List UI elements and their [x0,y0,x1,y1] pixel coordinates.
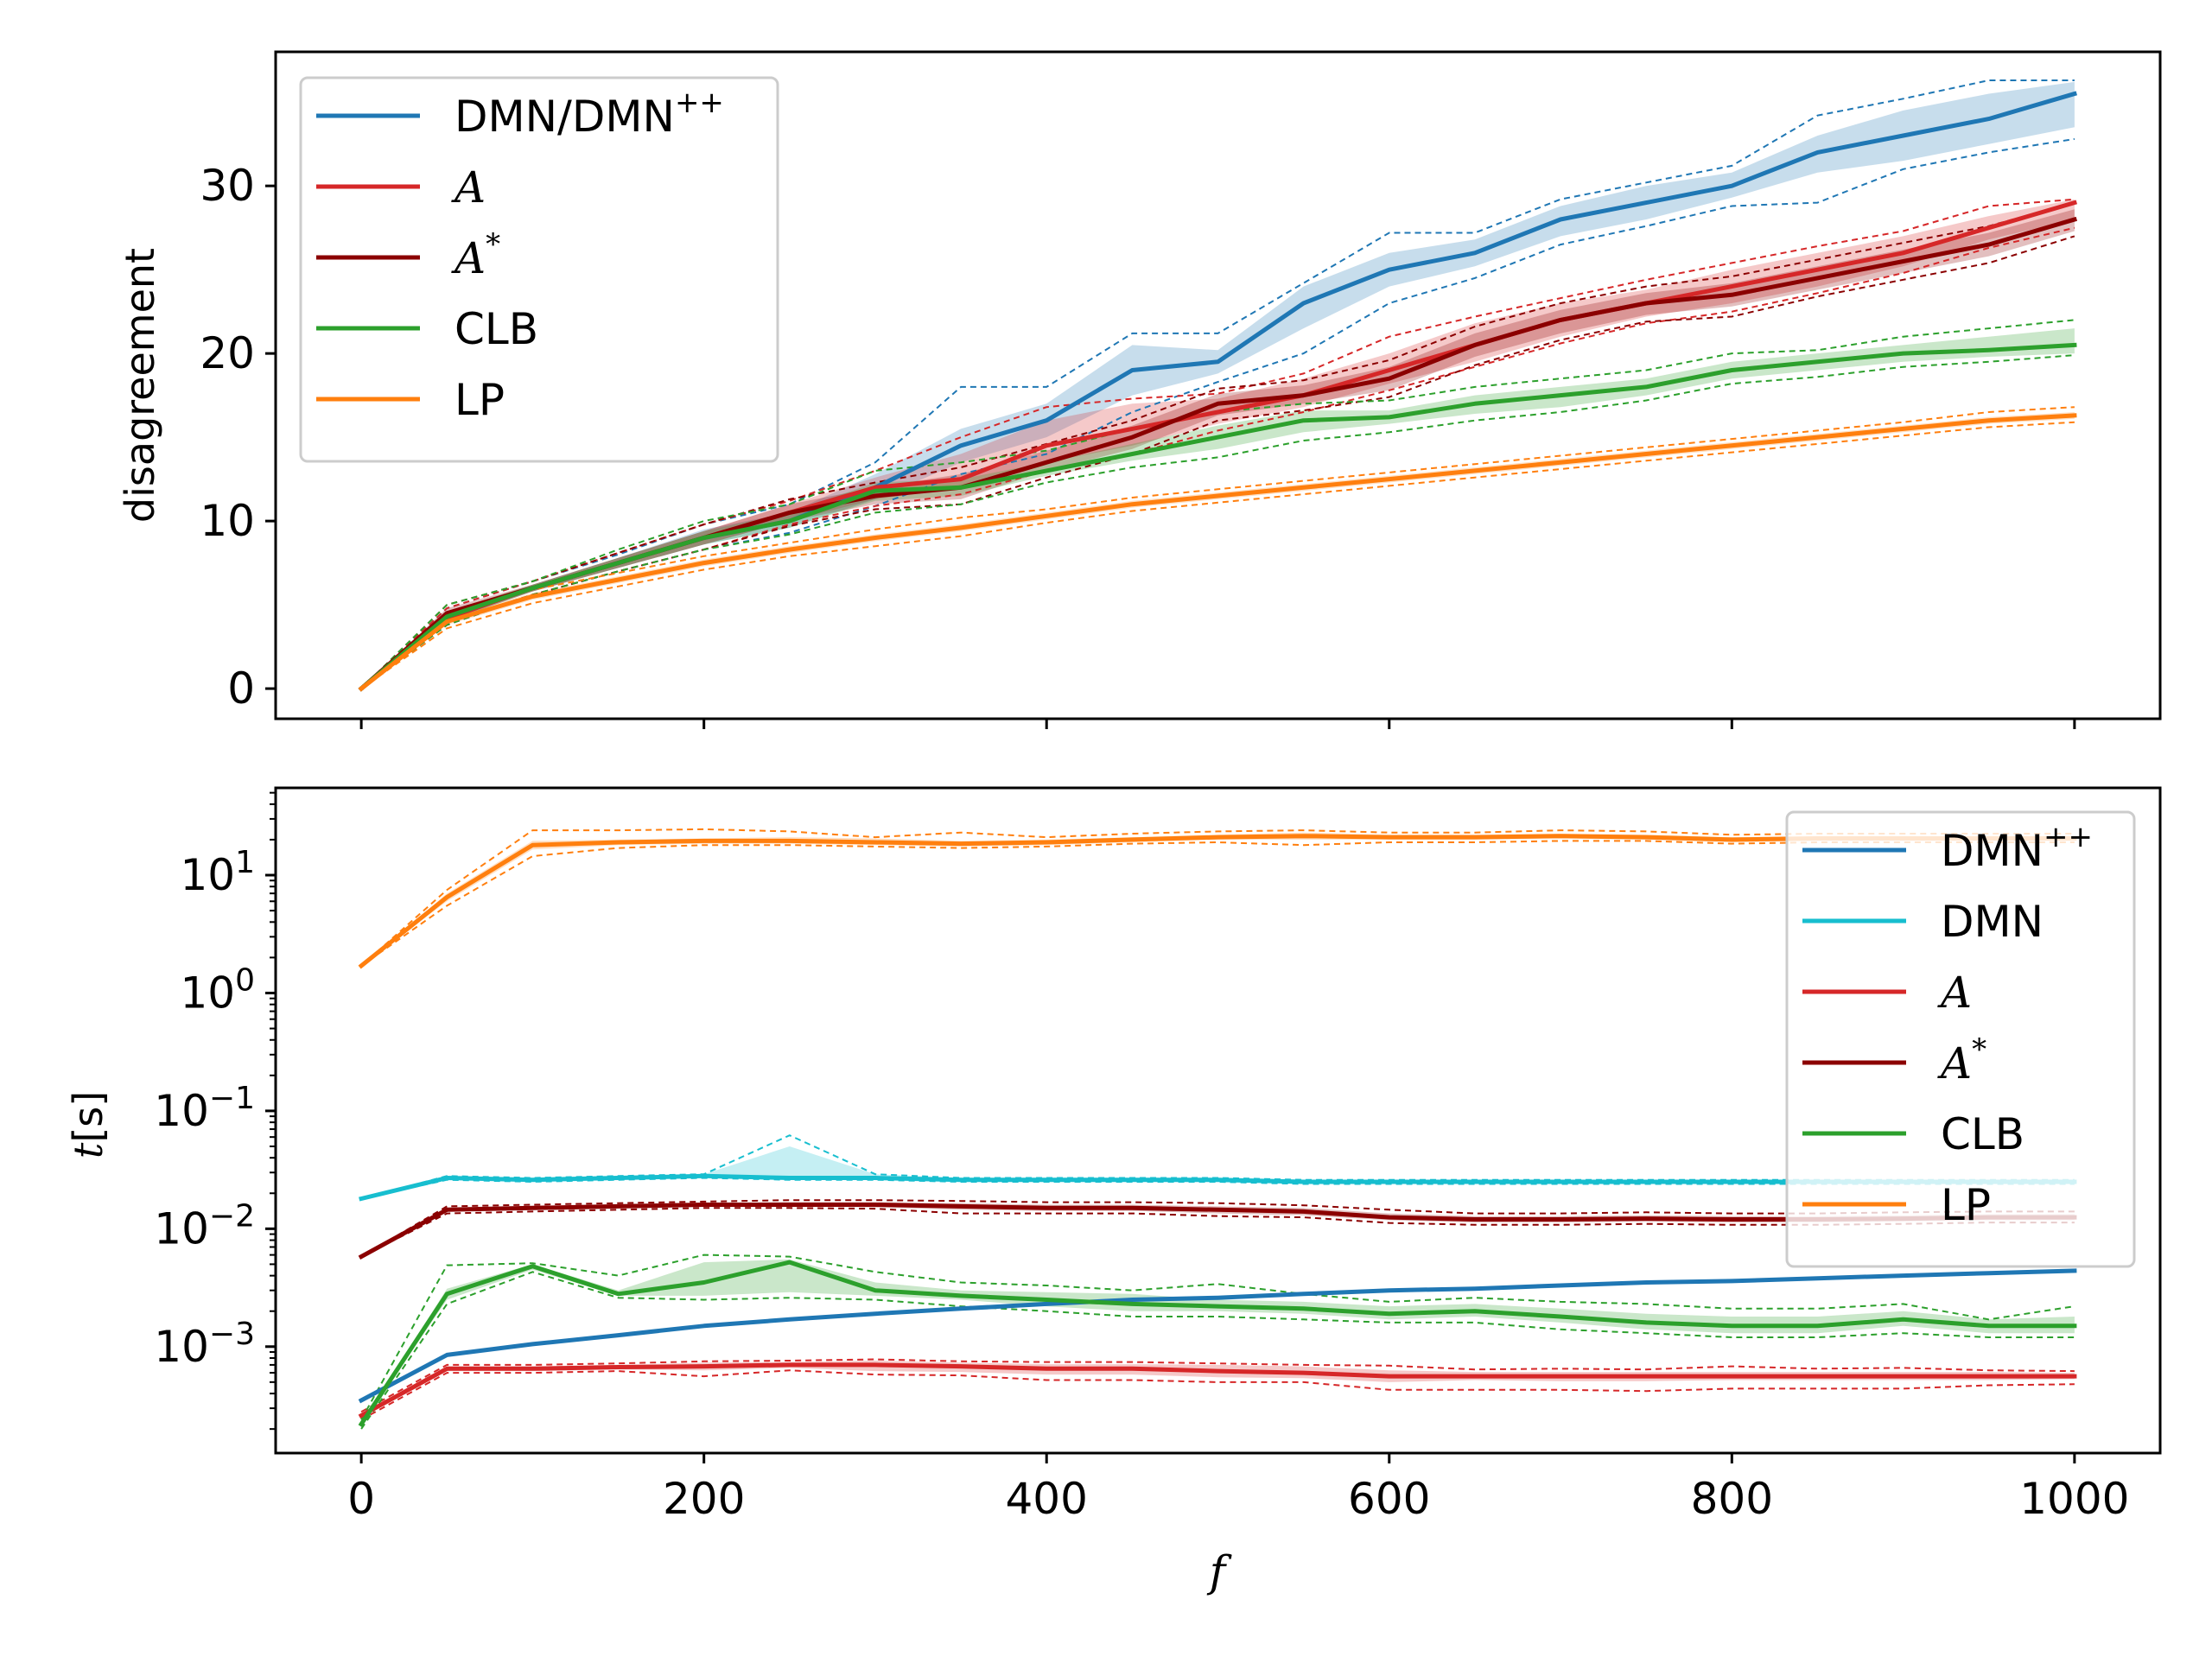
legend-label-dmn-dmn-0: DMN/DMN++ [454,86,724,142]
y-tick-label-4: 101 [180,845,255,900]
legend-label-clb-3: CLB [454,304,538,354]
y-tick-label-1: 10−2 [154,1198,255,1254]
legend-box [1785,810,2136,1268]
legend-label-a-2: A* [451,227,500,283]
bottom-plot-frame [274,786,2162,1455]
legend-label-lp-5: LP [1941,1180,1991,1230]
bottom-series-lines [358,834,2077,1427]
y-tick-label-3: 100 [180,962,255,1018]
y-label-italic: t [65,1142,111,1158]
band-a-1 [361,199,2075,689]
top-series-lines [358,91,2078,692]
bottom-legend: DMN++ DMN A A* CLB LP [1785,810,2136,1268]
legend-label-dmn-0: DMN++ [1941,820,2093,876]
top-legend: DMN/DMN++ A A* CLB LP [299,76,779,463]
legend-label-a-1: A [451,162,486,213]
band-a-2 [361,209,2075,689]
x-tick-label-200: 200 [663,1474,745,1524]
bottom-axis-ticks: 0 200 400 600 800 1000 10−3 10−2 10−1 100 101 [154,791,2129,1524]
x-tick-label-600: 600 [1348,1474,1430,1524]
top-y-axis-label: disagreement [117,248,163,523]
legend-label-clb-4: CLB [1941,1109,2024,1159]
y-tick-label-20: 20 [200,328,255,378]
max-line-dmn-dmn-0 [360,79,2075,689]
bottom-y-axis-label: t[s] [65,1091,111,1158]
series-line-clb-3 [358,342,2077,692]
min-line-lp-4 [360,421,2075,689]
x-tick-label-800: 800 [1691,1474,1773,1524]
legend-label-lp-4: LP [454,375,505,425]
min-line-a-3 [360,1207,2075,1258]
max-line-a-2 [360,201,2075,689]
min-line-clb-4 [360,1271,2075,1430]
legend-label-dmn-1: DMN [1941,897,2044,947]
x-tick-label-1000: 1000 [2019,1474,2129,1524]
y-tick-label-10: 10 [200,496,255,546]
legend-label-a-2: A [1937,968,1972,1018]
series-line-dmn-0 [358,1268,2077,1404]
x-tick-label-0: 0 [347,1474,375,1524]
top-plot-frame [274,50,2162,720]
x-tick-label-400: 400 [1006,1474,1088,1524]
band-dmn-1 [361,1146,2075,1199]
series-line-a-2 [358,1362,2077,1419]
y-tick-label-0: 10−3 [154,1317,255,1372]
y-tick-label-30: 30 [200,161,255,211]
legend-box [299,76,779,463]
bottom-panel: 0 200 400 600 800 1000 10−3 10−2 10−1 100 101 t[s]… [65,786,2162,1596]
y-tick-label-2: 10−1 [154,1081,255,1136]
band-a-3 [361,1202,2075,1257]
top-axis-ticks: 0 10 20 30 [200,161,2076,729]
y-tick-label-0: 0 [227,663,255,714]
min-line-clb-3 [360,354,2075,689]
top-panel: 0 10 20 30 disagreement DMN/DMN++ A A* CLB LP [117,50,2162,729]
max-line-clb-4 [360,1254,2075,1420]
x-axis-label: f [1206,1546,1232,1596]
band-clb-4 [361,1259,2075,1425]
top-bands [361,81,2075,689]
series-line-clb-4 [358,1260,2077,1427]
legend-label-a-3: A* [1937,1032,1986,1089]
series-line-lp-4 [358,413,2077,692]
y-label-rest: [s] [65,1091,111,1143]
max-line-lp-4 [360,406,2075,689]
band-dmn-dmn-0 [361,81,2075,689]
top-minmax-lines [360,79,2075,689]
